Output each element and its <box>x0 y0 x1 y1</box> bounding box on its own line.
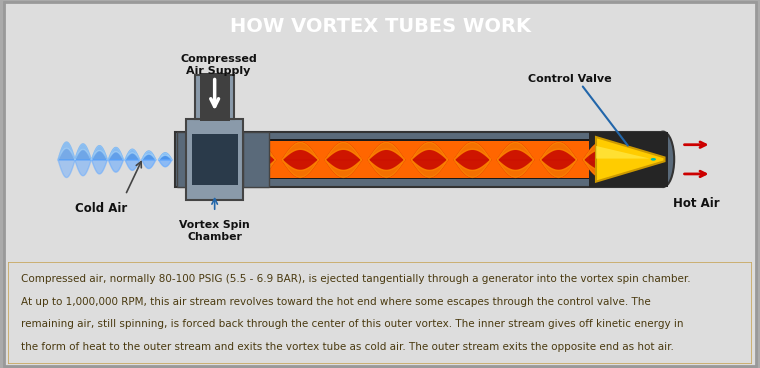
Text: At up to 1,000,000 RPM, this air stream revolves toward the hot end where some e: At up to 1,000,000 RPM, this air stream … <box>21 297 651 307</box>
Bar <box>198 139 660 179</box>
Bar <box>195 75 234 119</box>
Text: Vortex Spin
Chamber: Vortex Spin Chamber <box>179 220 250 242</box>
Bar <box>588 132 668 187</box>
Bar <box>176 132 186 187</box>
FancyBboxPatch shape <box>4 2 756 366</box>
Text: Control Valve: Control Valve <box>528 74 612 84</box>
Text: HOW VORTEX TUBES WORK: HOW VORTEX TUBES WORK <box>230 17 530 36</box>
Polygon shape <box>596 137 664 182</box>
Text: Hot Air: Hot Air <box>673 197 720 210</box>
Ellipse shape <box>651 158 656 161</box>
Bar <box>239 141 625 178</box>
Polygon shape <box>596 146 650 159</box>
Text: remaining air, still spinning, is forced back through the center of this outer v: remaining air, still spinning, is forced… <box>21 319 683 329</box>
Polygon shape <box>175 132 663 187</box>
Bar <box>200 73 230 121</box>
Bar <box>192 134 238 185</box>
Bar <box>243 132 269 187</box>
Text: Compressed
Air Supply: Compressed Air Supply <box>180 54 257 76</box>
Bar <box>186 119 243 200</box>
Text: Compressed air, normally 80-100 PSIG (5.5 - 6.9 BAR), is ejected tangentially th: Compressed air, normally 80-100 PSIG (5.… <box>21 274 691 284</box>
Text: the form of heat to the outer stream and exits the vortex tube as cold air. The : the form of heat to the outer stream and… <box>21 342 674 352</box>
Ellipse shape <box>652 132 674 187</box>
Text: Cold Air: Cold Air <box>74 202 127 215</box>
